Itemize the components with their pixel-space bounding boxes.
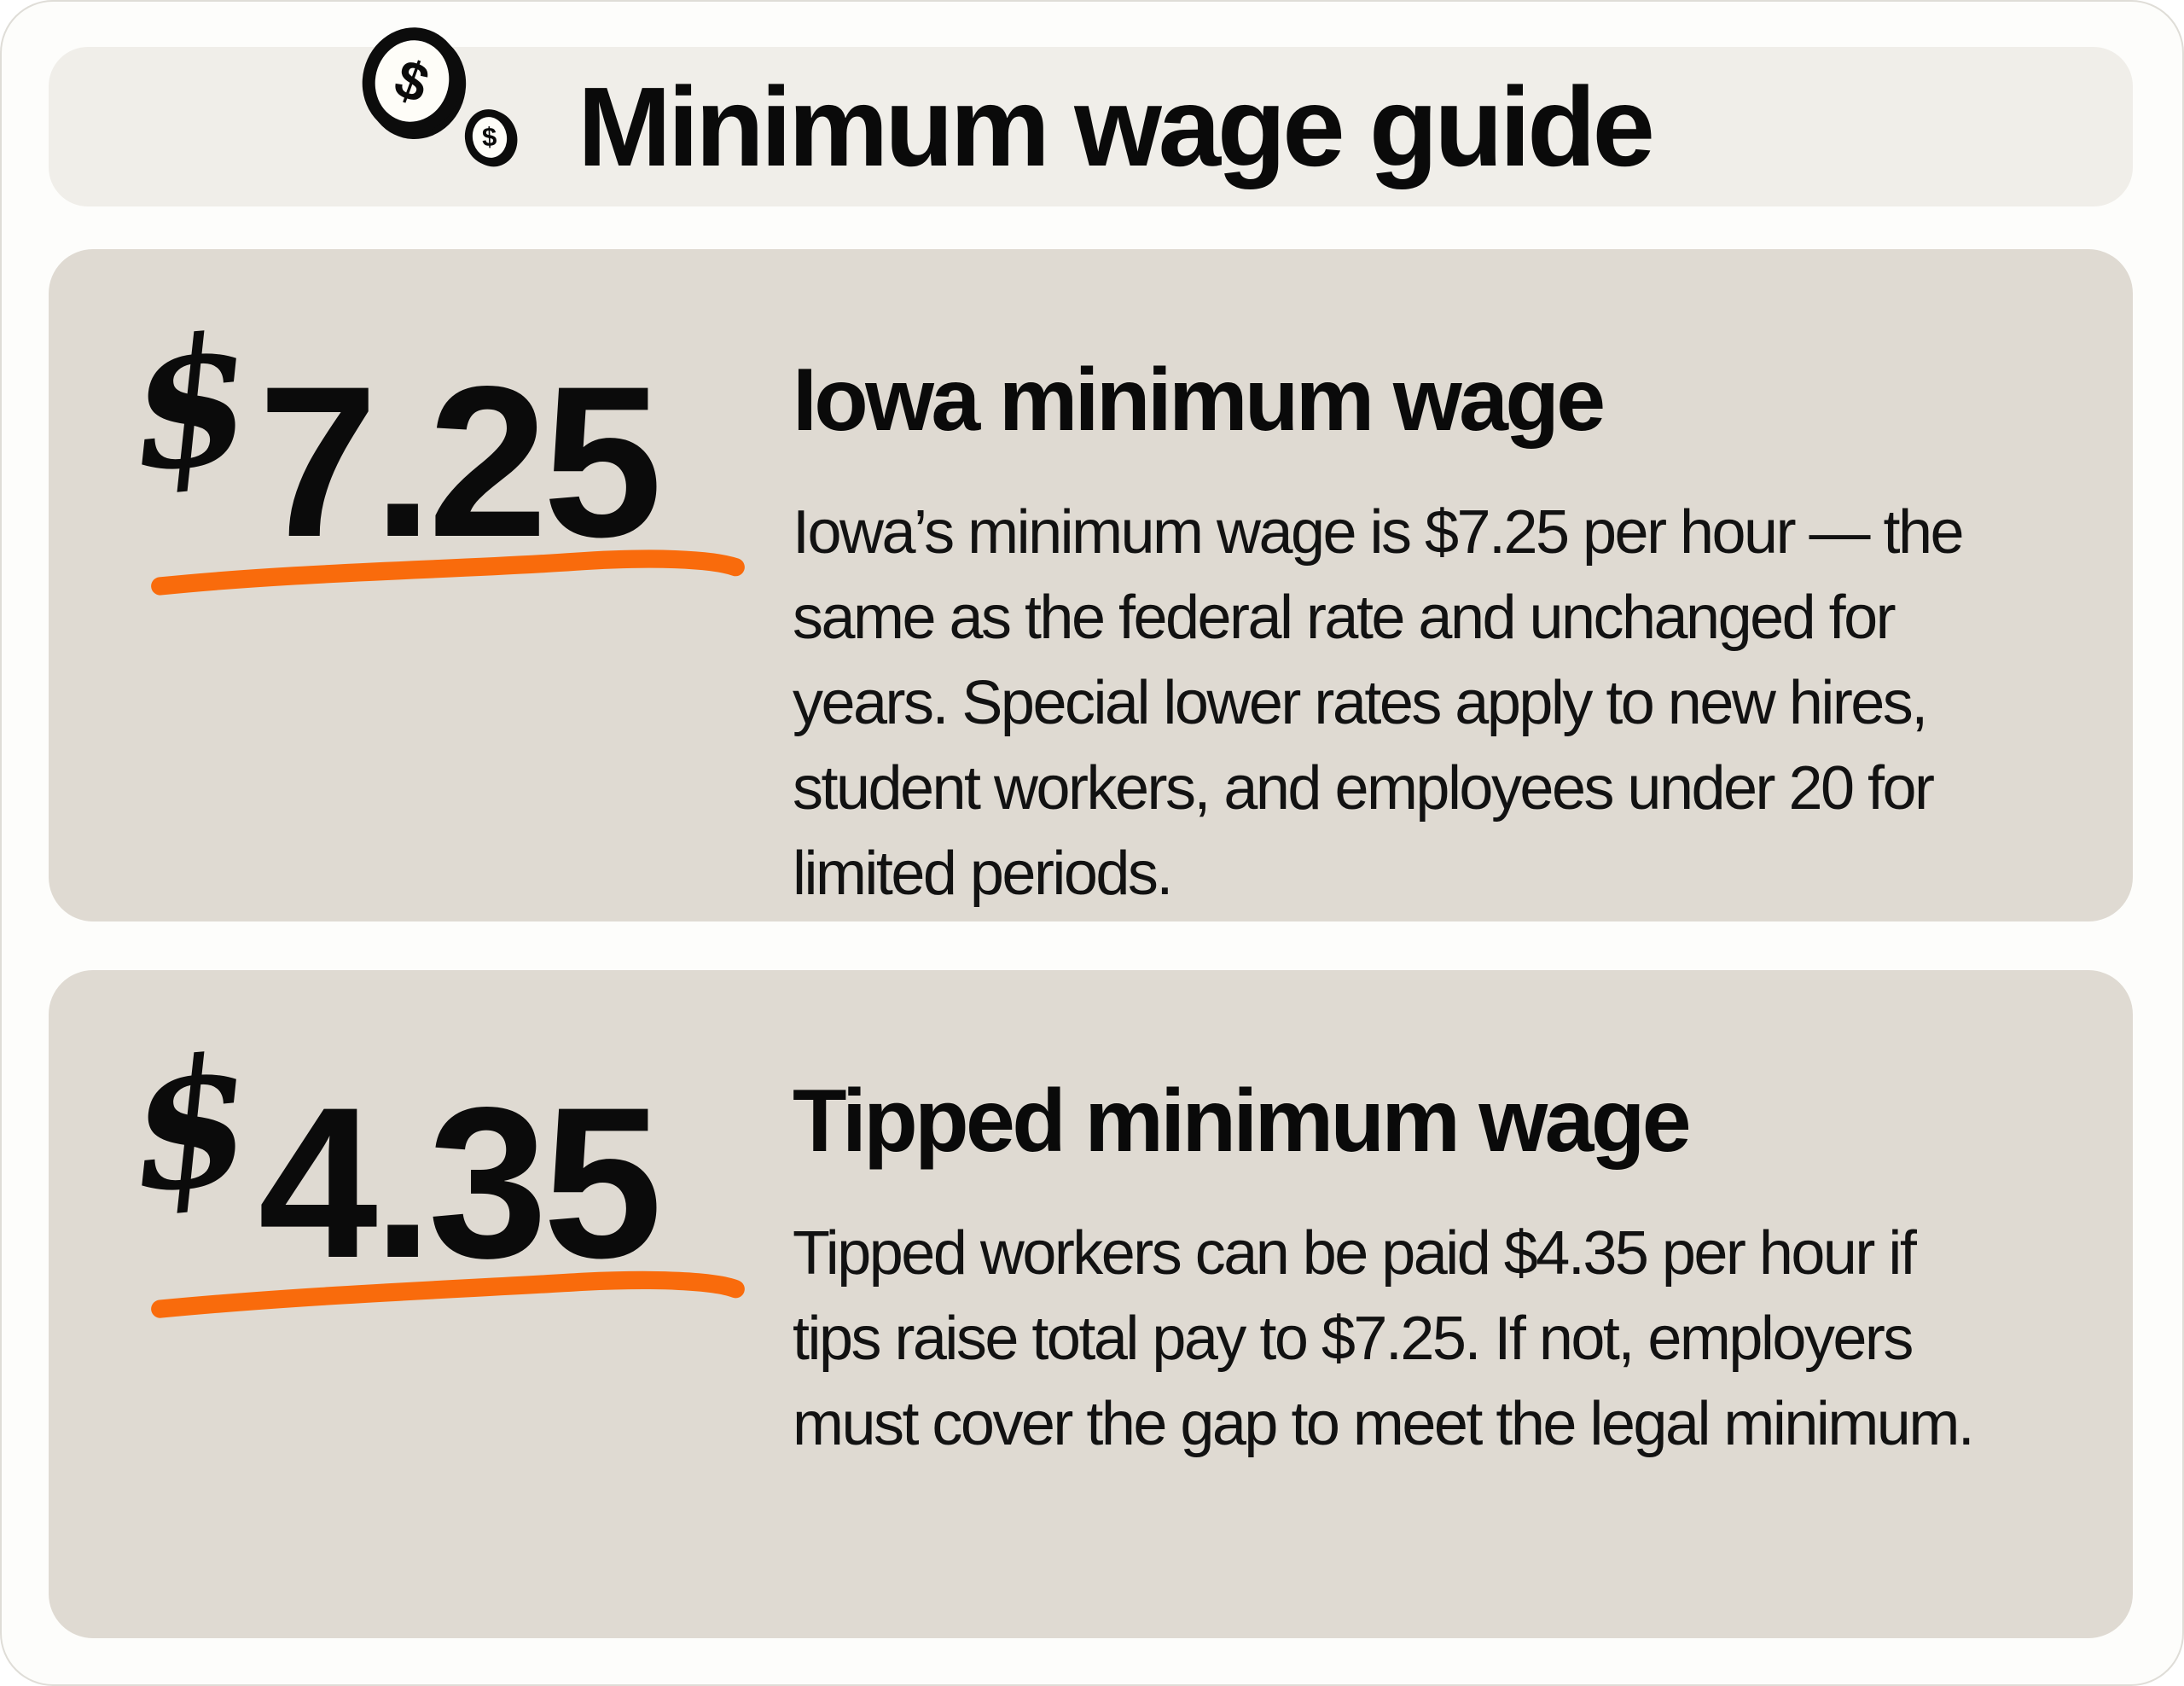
card-heading: Tipped minimum wage xyxy=(793,1072,1692,1171)
coin-dollar-glyph: $ xyxy=(386,47,438,115)
card-tipped-minimum-wage: $ 4.35 Tipped minimum wage Tipped worker… xyxy=(49,970,2133,1638)
price-tipped: $ 4.35 xyxy=(121,1018,663,1303)
small-dollar-coin-icon: $ xyxy=(460,105,520,170)
price-iowa: $ 7.25 xyxy=(121,297,663,582)
card-body-text: Iowa’s minimum wage is $7.25 per hour — … xyxy=(793,497,1965,908)
card-heading: Iowa minimum wage xyxy=(793,351,1606,450)
hand-drawn-underline-icon xyxy=(151,549,745,596)
card-text-column: Tipped minimum wage Tipped workers can b… xyxy=(793,1071,2081,1467)
card-iowa-minimum-wage: $ 7.25 Iowa minimum wage Iowa’s minimum … xyxy=(49,249,2133,921)
coin-dollar-glyph: $ xyxy=(481,121,498,153)
page-title: Minimum wage guide xyxy=(578,63,1655,189)
hand-drawn-underline-icon xyxy=(151,1270,745,1318)
dollar-sign: $ xyxy=(120,1018,260,1233)
card-text-column: Iowa minimum wage Iowa’s minimum wage is… xyxy=(793,350,2081,916)
header-banner: $ $ Minimum wage guide xyxy=(49,16,2133,206)
price-value: 4.35 xyxy=(258,1063,663,1303)
price-value: 7.25 xyxy=(258,342,663,582)
dollar-sign: $ xyxy=(120,297,260,512)
card-body-text: Tipped workers can be paid $4.35 per hou… xyxy=(793,1218,1975,1458)
